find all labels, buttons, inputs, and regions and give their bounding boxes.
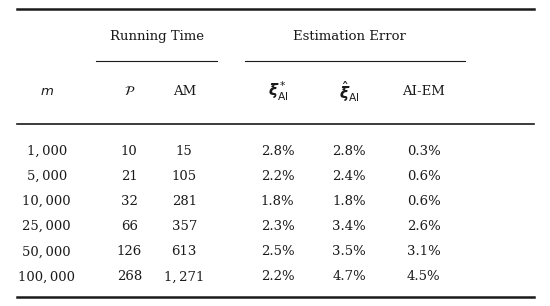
Text: 2.3%: 2.3% [261,220,295,233]
Text: 1, 000: 1, 000 [26,145,67,158]
Text: $m$: $m$ [40,85,54,98]
Text: 2.6%: 2.6% [406,220,441,233]
Text: $\boldsymbol{\xi}^*_{\mathrm{AI}}$: $\boldsymbol{\xi}^*_{\mathrm{AI}}$ [267,80,288,103]
Text: 2.4%: 2.4% [332,170,366,183]
Text: 268: 268 [117,271,142,283]
Text: 126: 126 [117,245,142,258]
Text: 0.3%: 0.3% [406,145,441,158]
Text: 10, 000: 10, 000 [23,195,71,208]
Text: 2.2%: 2.2% [261,271,295,283]
Text: 3.4%: 3.4% [332,220,366,233]
Text: 15: 15 [176,145,192,158]
Text: 1, 271: 1, 271 [164,271,205,283]
Text: 66: 66 [121,220,138,233]
Text: $\hat{\boldsymbol{\xi}}_{\mathrm{AI}}$: $\hat{\boldsymbol{\xi}}_{\mathrm{AI}}$ [339,79,360,104]
Text: 0.6%: 0.6% [406,170,441,183]
Text: 100, 000: 100, 000 [18,271,75,283]
Text: 3.5%: 3.5% [332,245,366,258]
Text: 25, 000: 25, 000 [23,220,71,233]
Text: 357: 357 [172,220,197,233]
Text: 32: 32 [121,195,138,208]
Text: 50, 000: 50, 000 [23,245,71,258]
Text: 105: 105 [172,170,197,183]
Text: 1.8%: 1.8% [261,195,295,208]
Text: 2.8%: 2.8% [261,145,295,158]
Text: 4.7%: 4.7% [332,271,366,283]
Text: 3.1%: 3.1% [406,245,441,258]
Text: 2.2%: 2.2% [261,170,295,183]
Text: 0.6%: 0.6% [406,195,441,208]
Text: 2.8%: 2.8% [332,145,366,158]
Text: AI-EM: AI-EM [402,85,445,98]
Text: 5, 000: 5, 000 [26,170,67,183]
Text: Running Time: Running Time [110,30,204,43]
Text: 10: 10 [121,145,138,158]
Text: 281: 281 [172,195,197,208]
Text: 21: 21 [121,170,138,183]
Text: Estimation Error: Estimation Error [293,30,406,43]
Text: $\mathcal{P}$: $\mathcal{P}$ [124,85,135,98]
Text: AM: AM [173,85,196,98]
Text: 613: 613 [172,245,197,258]
Text: 1.8%: 1.8% [332,195,366,208]
Text: 4.5%: 4.5% [406,271,441,283]
Text: 2.5%: 2.5% [261,245,295,258]
